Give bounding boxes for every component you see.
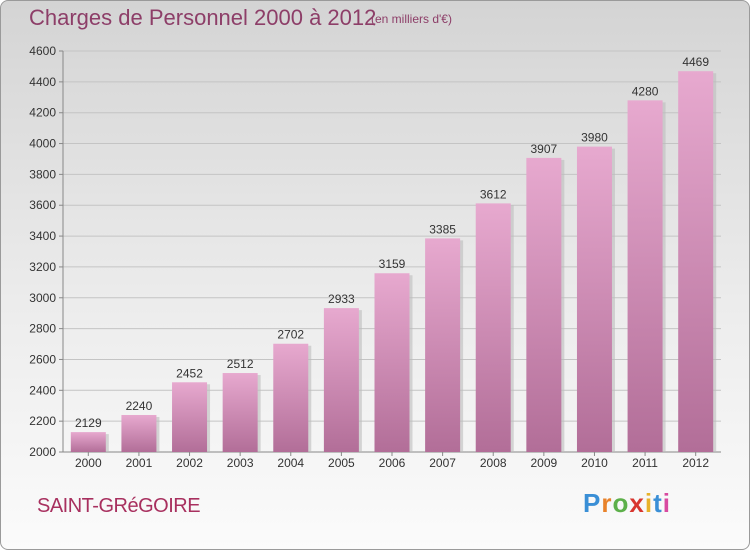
bar-2002 — [172, 382, 208, 452]
commune-name: SAINT-GRéGOIRE — [37, 495, 201, 517]
value-label-2012: 4469 — [682, 55, 709, 69]
value-label-2007: 3385 — [429, 222, 456, 236]
x-tick-label-2003: 2003 — [227, 456, 254, 470]
logo-letter: i — [644, 488, 654, 518]
logo-letter: t — [653, 488, 663, 518]
value-label-2005: 2933 — [328, 292, 355, 306]
logo-letter: i — [662, 488, 671, 518]
x-tick-label-2001: 2001 — [126, 456, 153, 470]
y-tick-label: 2600 — [29, 352, 56, 366]
value-label-2003: 2512 — [227, 357, 254, 371]
bar-2001 — [121, 414, 157, 452]
bar-2009 — [526, 157, 562, 452]
logo-letter: r — [601, 488, 613, 518]
bar-2008 — [475, 203, 511, 452]
bar-2012 — [678, 71, 714, 453]
value-label-2002: 2452 — [176, 366, 203, 380]
bar-2011 — [627, 100, 663, 452]
logo-letter: P — [583, 488, 602, 518]
x-tick-label-2000: 2000 — [75, 456, 102, 470]
bar-2006 — [374, 273, 410, 452]
logo-letter: x — [629, 488, 645, 518]
y-tick-label: 2400 — [29, 383, 56, 397]
y-tick-label: 3000 — [29, 291, 56, 305]
y-tick-label: 3200 — [29, 260, 56, 274]
y-tick-label: 3400 — [29, 229, 56, 243]
value-label-2001: 2240 — [126, 399, 153, 413]
y-tick-label: 2200 — [29, 414, 56, 428]
y-tick-label: 4600 — [29, 44, 56, 58]
data-labels: 2129 2240 2452 2512 2702 2933 3159 3385 3612 3907… — [75, 55, 709, 430]
bar-2000 — [70, 432, 106, 452]
bar-2010 — [576, 146, 612, 452]
value-label-2010: 3980 — [581, 131, 608, 145]
y-tick-label: 4200 — [29, 106, 56, 120]
x-tick-label-2009: 2009 — [530, 456, 557, 470]
bar-2007 — [425, 238, 461, 452]
value-label-2004: 2702 — [277, 328, 304, 342]
logo-letter: o — [612, 488, 630, 518]
value-label-2000: 2129 — [75, 416, 102, 430]
y-tick-label: 3600 — [29, 198, 56, 212]
value-label-2009: 3907 — [530, 142, 557, 156]
axes: 2000 2200 2400 2600 2800 3000 3200 3400 3600 3800… — [29, 44, 721, 470]
x-tick-label-2012: 2012 — [682, 456, 709, 470]
y-tick-label: 3800 — [29, 167, 56, 181]
y-tick-label: 2000 — [29, 445, 56, 459]
chart-title: Charges de Personnel 2000 à 2012 — [29, 5, 377, 30]
bar-2003 — [222, 373, 258, 452]
x-tick-label-2010: 2010 — [581, 456, 608, 470]
x-tick-label-2004: 2004 — [277, 456, 304, 470]
value-label-2008: 3612 — [480, 187, 507, 201]
y-tick-label: 2800 — [29, 322, 56, 336]
value-label-2006: 3159 — [379, 257, 406, 271]
y-tick-label: 4400 — [29, 75, 56, 89]
value-label-2011: 4280 — [632, 84, 659, 98]
x-tick-label-2007: 2007 — [429, 456, 456, 470]
x-tick-label-2008: 2008 — [480, 456, 507, 470]
x-tick-label-2011: 2011 — [632, 456, 658, 470]
bars — [70, 71, 717, 453]
x-tick-label-2005: 2005 — [328, 456, 355, 470]
y-tick-label: 4000 — [29, 137, 56, 151]
bar-2005 — [323, 308, 359, 452]
unit-note: (en milliers d'€) — [371, 12, 452, 26]
x-tick-label-2002: 2002 — [176, 456, 203, 470]
bar-2004 — [273, 343, 309, 452]
proxiti-logo: Proxiti — [583, 488, 671, 519]
x-tick-label-2006: 2006 — [379, 456, 406, 470]
